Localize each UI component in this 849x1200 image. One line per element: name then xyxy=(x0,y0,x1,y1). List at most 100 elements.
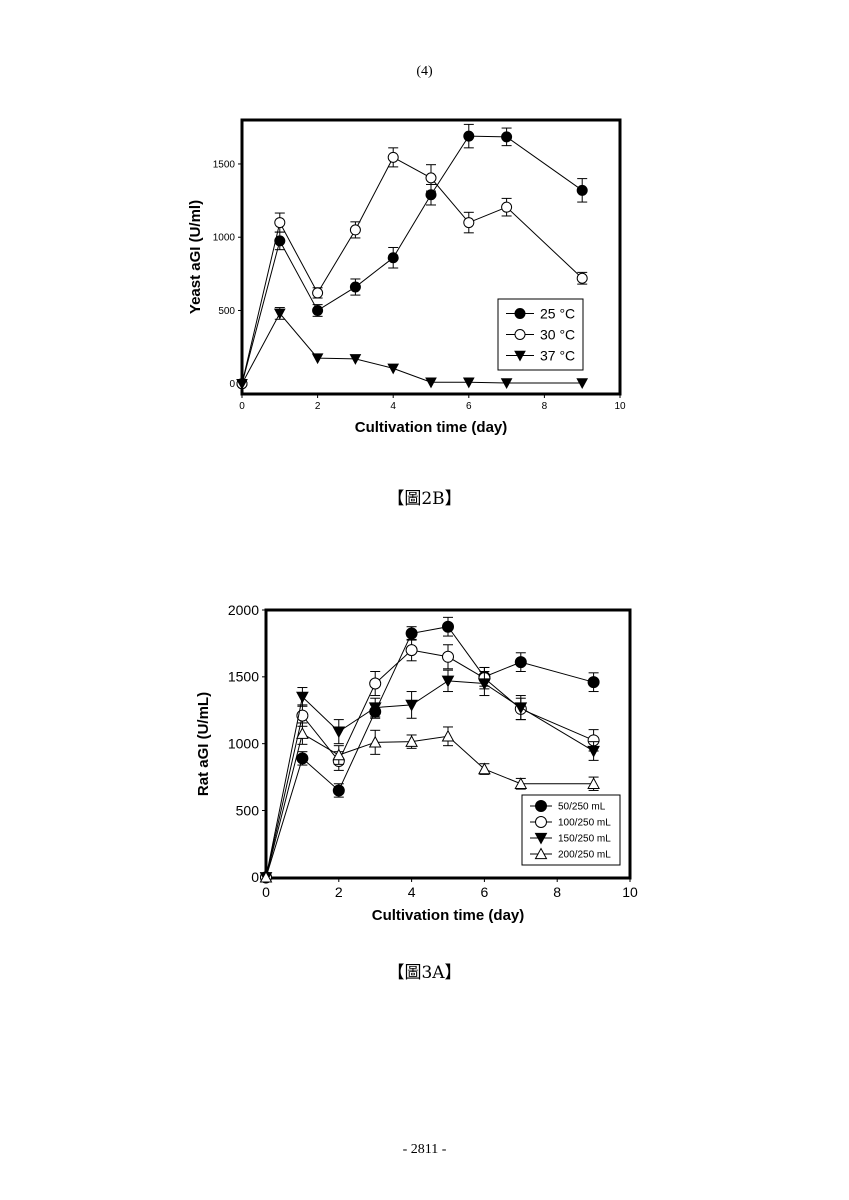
legend-label: 100/250 mL xyxy=(558,818,611,829)
data-point xyxy=(576,184,588,196)
legend-label: 30 °C xyxy=(540,326,575,342)
y-tick-label: 500 xyxy=(218,306,235,317)
data-point xyxy=(441,729,455,742)
x-tick-label: 4 xyxy=(390,401,396,412)
data-point xyxy=(332,784,345,797)
y-axis-label: Rat aGI (U/mL) xyxy=(195,692,212,796)
x-tick-label: 2 xyxy=(315,401,321,412)
x-tick-label: 2 xyxy=(335,884,343,900)
legend: 50/250 mL 100/250 mL 150/250 mL 200/250 mL xyxy=(521,794,621,866)
legend-marker xyxy=(535,800,547,812)
data-point xyxy=(368,735,382,748)
data-point xyxy=(501,201,513,213)
data-point xyxy=(273,308,286,320)
legend-marker xyxy=(534,847,548,860)
x-tick-label: 6 xyxy=(481,884,489,900)
data-point xyxy=(332,748,346,761)
data-point xyxy=(387,252,399,264)
data-point xyxy=(478,762,491,775)
legend-label: 37 °C xyxy=(540,347,575,363)
data-point xyxy=(369,677,382,690)
data-point xyxy=(587,676,600,689)
legend-marker xyxy=(535,816,547,828)
legend-marker xyxy=(514,350,526,362)
series-group xyxy=(236,307,589,390)
data-point xyxy=(349,281,361,293)
data-point xyxy=(425,172,437,184)
data-point xyxy=(441,675,455,688)
legend-label: 150/250 mL xyxy=(558,834,611,845)
x-tick-label: 6 xyxy=(466,401,472,412)
data-point xyxy=(296,752,309,765)
figure-caption-3a: 【圖3A】 xyxy=(387,963,462,983)
data-point xyxy=(274,235,286,247)
data-point xyxy=(463,217,475,229)
x-tick-label: 8 xyxy=(542,401,548,412)
data-point xyxy=(587,777,600,789)
series-group xyxy=(259,722,600,883)
data-point xyxy=(349,224,361,236)
data-point xyxy=(576,378,589,390)
data-point xyxy=(296,691,309,704)
data-point xyxy=(463,130,475,142)
y-tick-label: 2000 xyxy=(228,602,259,618)
legend-marker xyxy=(514,329,526,340)
legend: 25 °C 30 °C 37 °C xyxy=(497,298,584,371)
data-point xyxy=(312,287,324,299)
x-tick-label: 10 xyxy=(622,884,638,900)
data-point xyxy=(405,735,418,747)
y-tick-label: 1500 xyxy=(228,669,259,685)
legend-label: 50/250 mL xyxy=(558,802,606,813)
data-point xyxy=(405,644,418,657)
data-point xyxy=(259,870,273,883)
data-point xyxy=(514,702,528,715)
y-axis-label: Yeast aGI (U/ml) xyxy=(187,200,204,314)
data-point xyxy=(405,627,418,640)
rat-agi-chart: 0 2 4 6 8 10 0 500 1000 1500 2000 Cultivation time … xyxy=(195,602,638,924)
data-point xyxy=(274,217,286,229)
data-point xyxy=(387,151,399,163)
x-tick-label: 0 xyxy=(262,884,270,900)
data-point xyxy=(442,650,454,663)
data-point xyxy=(500,378,513,390)
plot-frame xyxy=(240,118,622,396)
data-point xyxy=(349,354,362,365)
data-point xyxy=(312,304,324,316)
page-header-number: (4) xyxy=(416,64,433,79)
y-tick-label: 500 xyxy=(236,802,260,818)
data-point xyxy=(405,699,418,712)
x-tick-label: 8 xyxy=(553,884,561,900)
data-point xyxy=(478,678,491,691)
legend-label: 200/250 mL xyxy=(558,850,611,861)
y-tick-label: 1500 xyxy=(213,159,236,170)
data-point xyxy=(311,353,324,365)
data-point xyxy=(387,363,400,375)
data-point xyxy=(236,378,248,390)
data-point xyxy=(368,702,382,715)
y-tick-label: 0 xyxy=(251,869,259,885)
x-tick-label: 0 xyxy=(239,401,245,412)
yeast-agi-chart: 0 2 4 6 8 10 0 500 1000 1500 Cultivation time (day… xyxy=(187,118,626,436)
x-tick-label: 10 xyxy=(614,401,626,412)
data-point xyxy=(442,620,454,633)
series-group xyxy=(259,669,600,884)
x-tick-label: 4 xyxy=(408,884,416,900)
legend-marker xyxy=(514,308,526,319)
y-tick-label: 1000 xyxy=(228,736,259,752)
y-tick-label: 0 xyxy=(229,379,235,390)
x-axis-label: Cultivation time (day) xyxy=(355,419,508,436)
data-point xyxy=(462,377,475,389)
data-point xyxy=(501,131,513,143)
data-point xyxy=(514,656,527,669)
legend-label: 25 °C xyxy=(540,305,575,321)
data-point xyxy=(332,726,346,739)
figure-caption-2b: 【圖2B】 xyxy=(387,489,462,509)
data-point xyxy=(514,777,528,789)
legend-marker xyxy=(534,832,548,845)
x-axis-label: Cultivation time (day) xyxy=(372,907,525,924)
page-footer-number: - 2811 - xyxy=(402,1142,447,1157)
series-group xyxy=(236,147,588,390)
data-point xyxy=(587,745,600,758)
data-point xyxy=(576,272,588,284)
data-point xyxy=(425,377,437,389)
